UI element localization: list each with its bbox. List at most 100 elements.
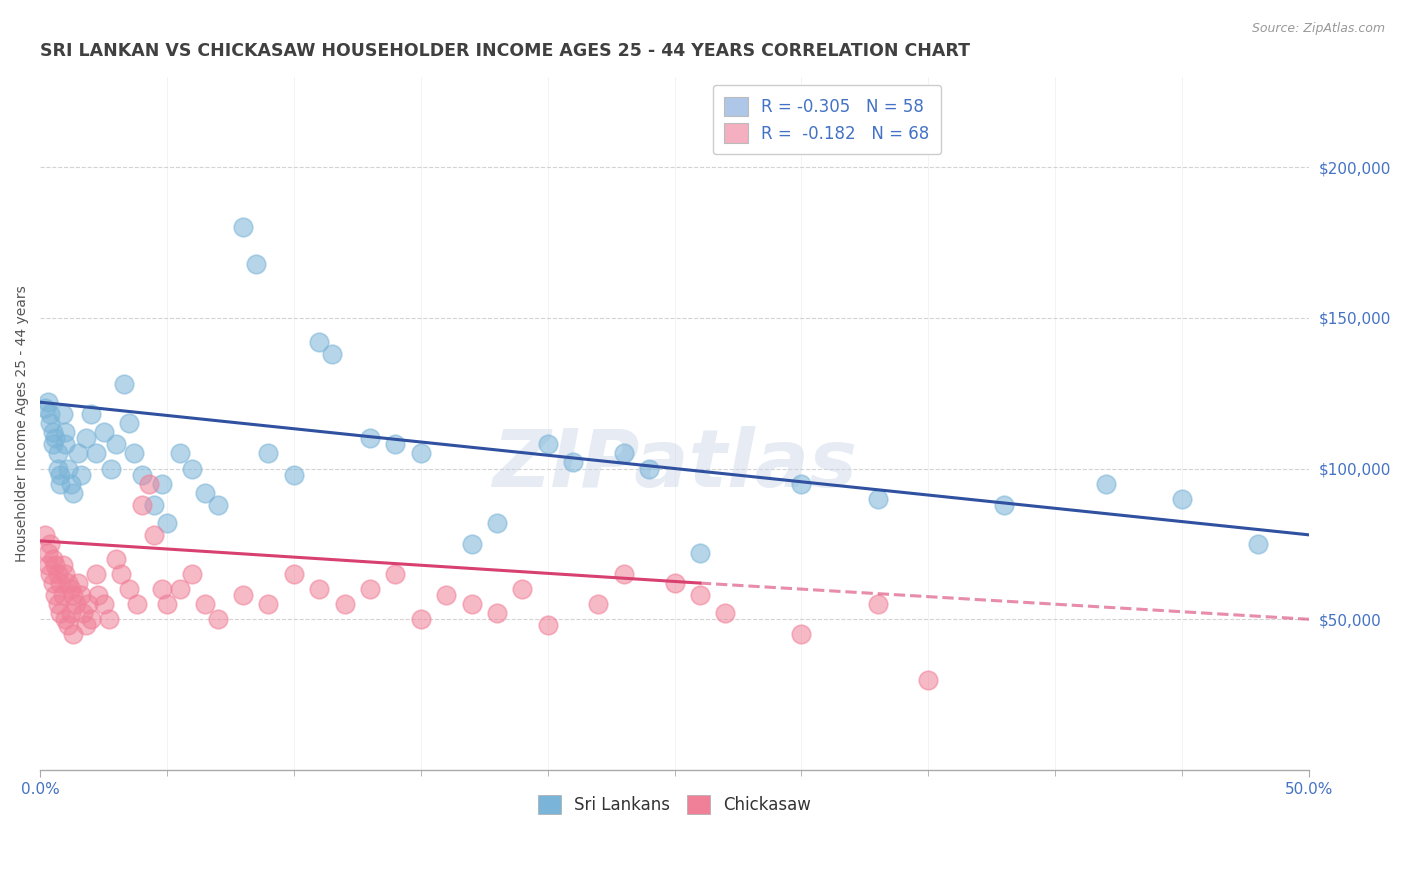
Point (384, 437, 406, 451)
Point (39, 407, 62, 421)
Point (100, 461, 122, 475)
Point (72, 606, 94, 620)
Point (56, 618, 79, 632)
Point (59, 606, 82, 620)
Point (359, 431, 381, 445)
Point (39, 567, 62, 582)
Point (93, 597, 115, 611)
Point (46, 461, 69, 475)
Point (62, 627, 84, 641)
Point (110, 567, 132, 582)
Point (283, 467, 305, 482)
Point (42, 552, 65, 566)
Point (689, 546, 711, 560)
Point (65, 597, 87, 611)
Point (138, 476, 160, 491)
Point (55, 612, 77, 626)
Point (245, 256, 267, 270)
Point (460, 537, 482, 551)
Point (257, 597, 280, 611)
Point (46, 597, 69, 611)
Point (181, 461, 204, 475)
Point (359, 582, 381, 596)
Point (169, 582, 191, 596)
Point (562, 455, 585, 469)
Point (55, 425, 77, 440)
Point (55, 437, 77, 451)
Point (59, 582, 82, 596)
Point (67, 576, 90, 591)
Point (485, 516, 508, 530)
Point (42, 425, 65, 440)
Point (59, 476, 82, 491)
Point (588, 597, 610, 611)
Point (917, 673, 939, 687)
Text: ZIPatlas: ZIPatlas (492, 425, 858, 504)
Point (150, 582, 173, 596)
Point (62, 588, 84, 602)
Point (434, 588, 457, 602)
Point (143, 498, 166, 512)
Point (49, 476, 72, 491)
Point (409, 446, 432, 460)
Point (613, 446, 636, 460)
Point (150, 476, 173, 491)
Point (409, 612, 432, 626)
Point (333, 597, 356, 611)
Point (56, 576, 79, 591)
Point (67, 446, 90, 460)
Point (49, 467, 72, 482)
Point (42, 437, 65, 451)
Point (321, 347, 343, 361)
Point (866, 597, 889, 611)
Text: Source: ZipAtlas.com: Source: ZipAtlas.com (1251, 22, 1385, 36)
Point (34, 528, 56, 542)
Point (118, 582, 141, 596)
Point (485, 606, 508, 620)
Point (194, 485, 217, 500)
Point (93, 425, 115, 440)
Point (97, 612, 120, 626)
Point (52, 407, 75, 421)
Point (232, 220, 254, 235)
Point (69, 467, 91, 482)
Point (39, 417, 62, 431)
Point (84, 446, 107, 460)
Point (131, 498, 153, 512)
Point (536, 618, 558, 632)
Point (131, 467, 153, 482)
Point (194, 597, 217, 611)
Point (790, 627, 813, 641)
Point (1095, 476, 1118, 491)
Point (56, 461, 79, 475)
Point (62, 485, 84, 500)
Point (169, 446, 191, 460)
Point (308, 582, 330, 596)
Point (714, 606, 737, 620)
Point (232, 588, 254, 602)
Point (44, 588, 66, 602)
Point (866, 491, 889, 506)
Point (55, 567, 77, 582)
Point (510, 582, 533, 596)
Point (80, 612, 103, 626)
Point (80, 407, 103, 421)
Point (1171, 491, 1194, 506)
Point (77, 597, 100, 611)
Point (122, 446, 145, 460)
Point (156, 597, 179, 611)
Point (44, 431, 66, 445)
Point (44, 558, 66, 572)
Point (143, 528, 166, 542)
Point (283, 567, 305, 582)
Point (37, 546, 59, 560)
Point (125, 597, 148, 611)
Point (37, 395, 59, 409)
Point (37, 558, 59, 572)
Point (39, 537, 62, 551)
Point (207, 612, 229, 626)
Point (105, 552, 128, 566)
Point (181, 567, 204, 582)
Point (52, 588, 75, 602)
Point (536, 437, 558, 451)
